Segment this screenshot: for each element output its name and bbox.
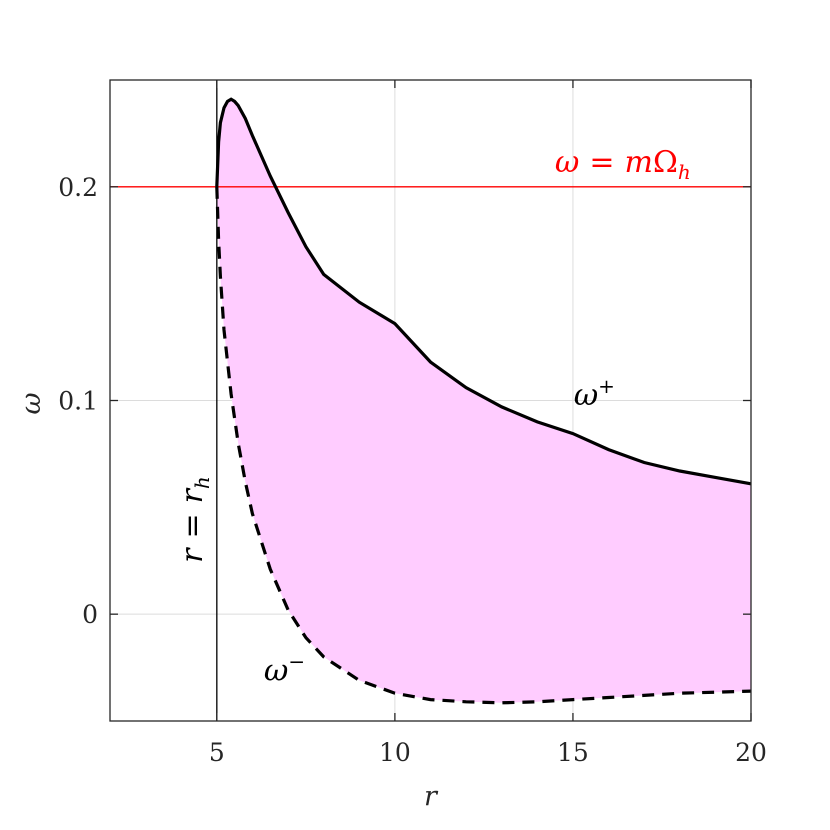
y-axis-label: ω bbox=[16, 392, 47, 414]
allowed-frequency-region bbox=[216, 99, 752, 703]
x-tick-label: 10 bbox=[379, 738, 411, 767]
omega-minus-label: ω− bbox=[264, 649, 305, 688]
x-tick-label: 5 bbox=[209, 738, 225, 767]
omega-m-omega-h-label: ω = mΩh bbox=[555, 145, 691, 184]
y-tick-label: 0.1 bbox=[58, 387, 98, 416]
horizon-label: r=rh bbox=[175, 476, 214, 563]
omega-plus-label: ω+ bbox=[574, 374, 615, 413]
axis-ticks: 5 10 15 20 0 0.1 0.2 bbox=[58, 80, 767, 767]
x-tick-label: 15 bbox=[557, 738, 589, 767]
omega-plus-curve bbox=[215, 97, 752, 486]
x-axis-label: r bbox=[424, 781, 439, 812]
x-tick-label: 20 bbox=[735, 738, 767, 767]
y-tick-label: 0.2 bbox=[58, 173, 98, 202]
y-tick-label: 0 bbox=[82, 600, 98, 629]
